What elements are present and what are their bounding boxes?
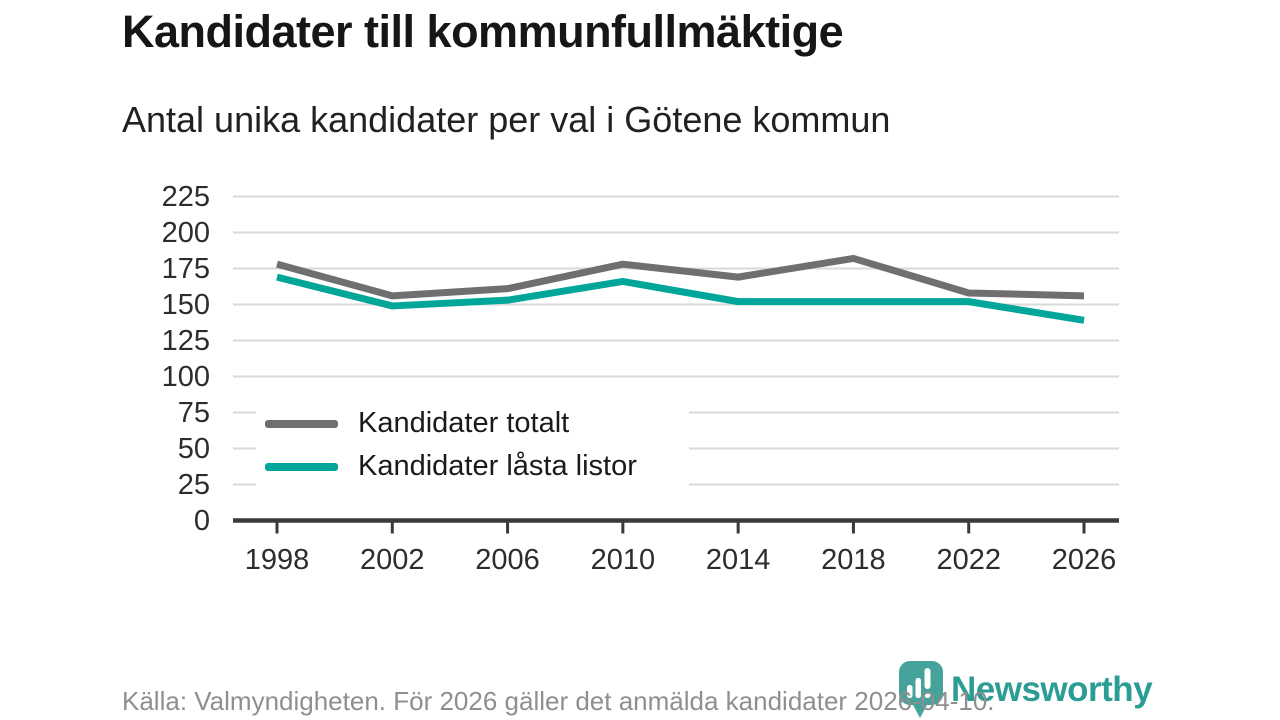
page-title: Kandidater till kommunfullmäktige xyxy=(122,6,844,57)
y-tick-label: 225 xyxy=(161,180,210,213)
newsworthy-speech-bubble-bar-chart-icon xyxy=(899,661,943,718)
x-tick-label: 2006 xyxy=(475,544,540,576)
y-tick-label: 50 xyxy=(177,432,210,465)
x-tick-label: 2022 xyxy=(936,544,1001,576)
series-line-kandidater-totalt xyxy=(276,254,1085,300)
legend-swatch-kandidater-lasta-listor xyxy=(265,462,338,471)
page-subtitle: Antal unika kandidater per val i Götene … xyxy=(122,99,891,140)
newsworthy-logo: Newsworthy xyxy=(898,661,1153,719)
y-tick-label: 100 xyxy=(161,360,210,393)
legend-item-kandidater-lasta-listor: Kandidater låsta listor xyxy=(265,450,689,483)
x-tick-label: 2026 xyxy=(1051,544,1117,576)
y-tick-label: 75 xyxy=(177,396,210,429)
x-tick-label: 2002 xyxy=(360,544,425,576)
y-tick-label: 25 xyxy=(177,468,210,501)
x-tick-label: 2014 xyxy=(705,544,771,576)
y-tick-label: 0 xyxy=(193,504,210,537)
y-tick-label: 175 xyxy=(161,252,210,285)
series-line-kandidater-lasta-listor xyxy=(276,273,1085,324)
y-tick-label: 150 xyxy=(161,288,210,321)
legend-label-kandidater-totalt: Kandidater totalt xyxy=(358,407,570,439)
x-tick-label: 2018 xyxy=(821,544,886,576)
newsworthy-wordmark: Newsworthy xyxy=(951,670,1153,709)
source-note: Källa: Valmyndigheten. För 2026 gäller d… xyxy=(122,686,995,716)
legend: Kandidater totalt Kandidater låsta listo… xyxy=(256,397,689,493)
x-tick-label: 2010 xyxy=(590,544,656,576)
y-tick-label: 200 xyxy=(161,216,210,249)
y-tick-label: 125 xyxy=(161,324,210,357)
x-tick-label: 1998 xyxy=(244,544,310,576)
legend-label-kandidater-lasta-listor: Kandidater låsta listor xyxy=(358,450,637,482)
legend-item-kandidater-totalt: Kandidater totalt xyxy=(265,407,689,440)
legend-swatch-kandidater-totalt xyxy=(265,419,338,428)
